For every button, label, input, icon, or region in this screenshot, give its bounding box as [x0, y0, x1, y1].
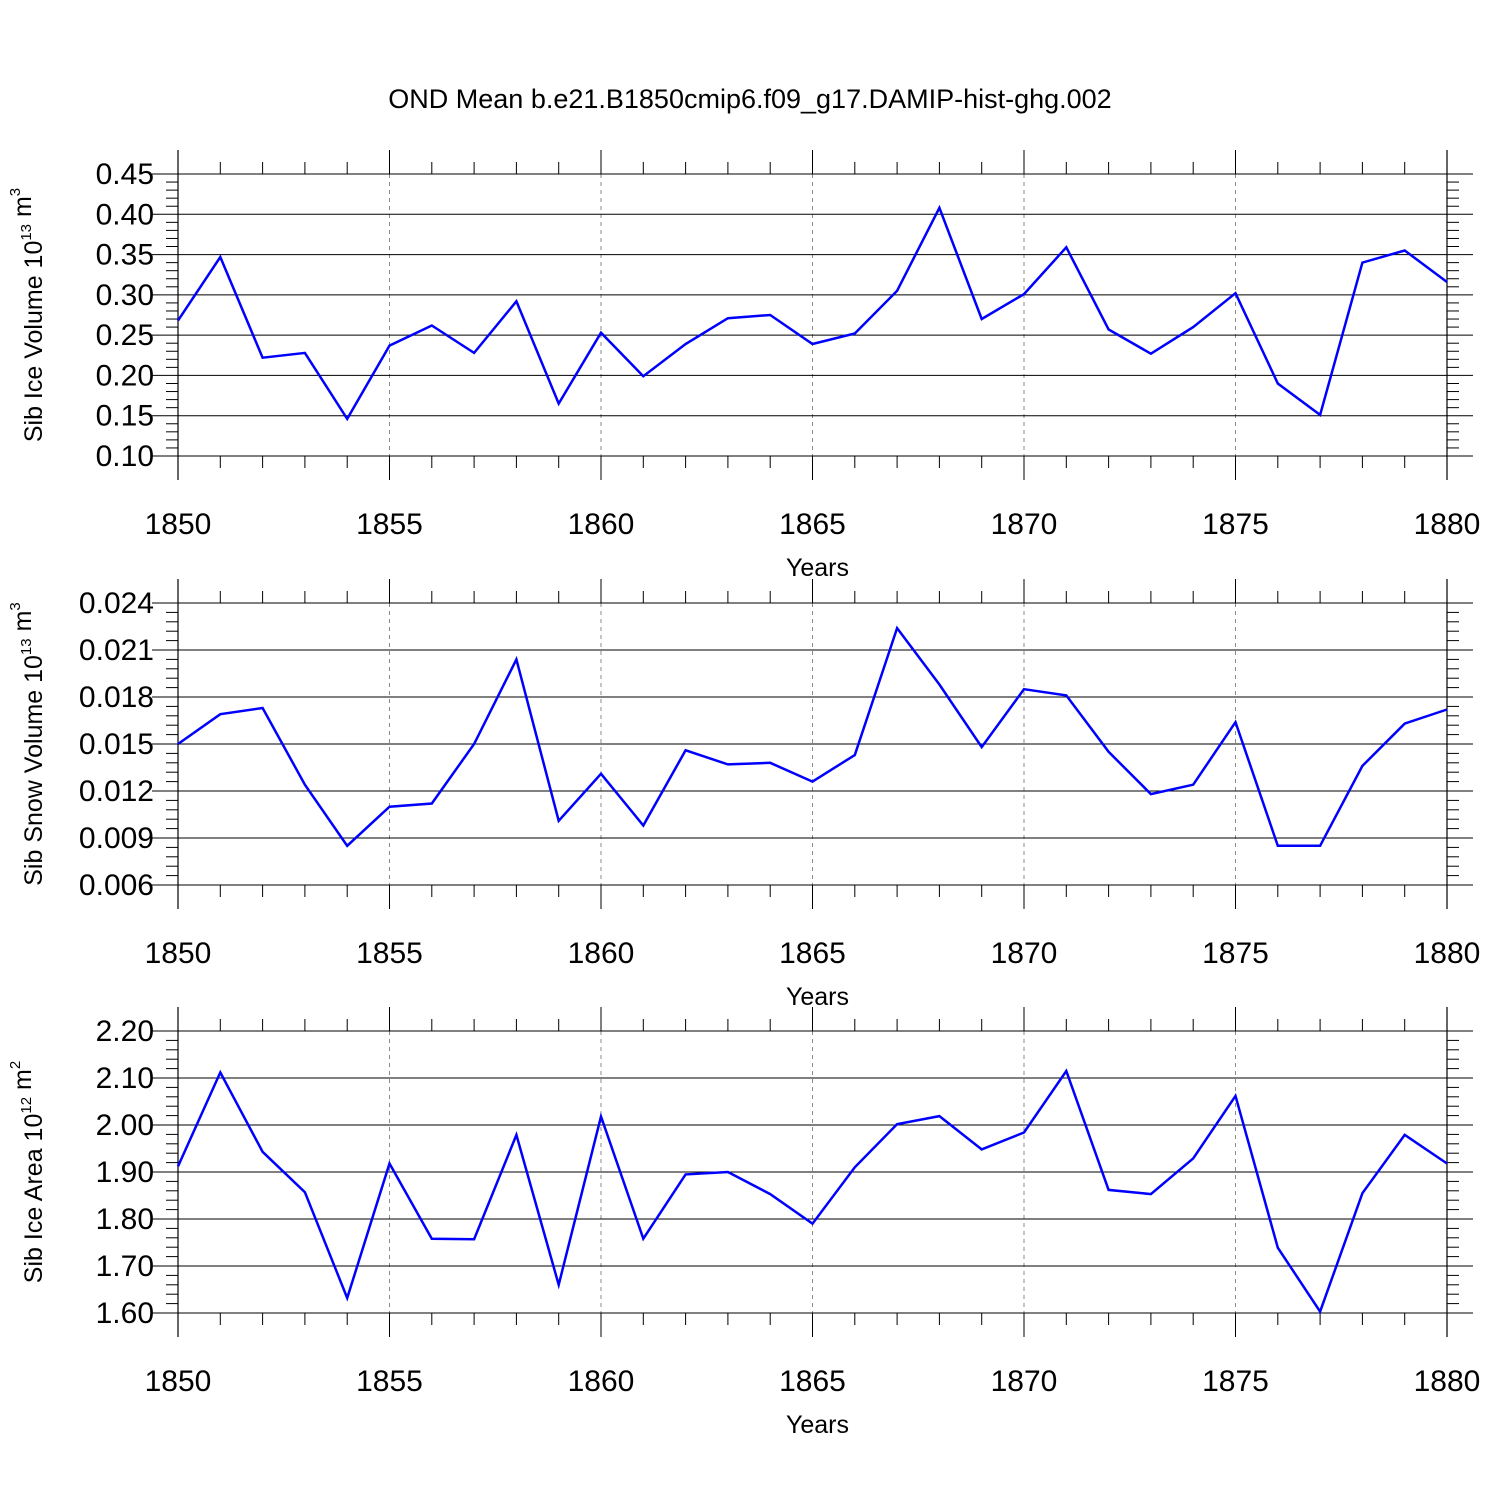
y-tick-label: 0.012	[79, 775, 154, 808]
y-tick-label: 0.024	[79, 587, 154, 620]
y-tick-label: 1.60	[96, 1297, 154, 1330]
x-tick-label: 1850	[145, 1365, 212, 1398]
y-tick-label: 0.15	[96, 400, 154, 433]
x-tick-label: 1880	[1414, 1365, 1481, 1398]
x-axis-label: Years	[786, 983, 849, 1011]
x-tick-label: 1880	[1414, 937, 1481, 970]
y-tick-label: 0.45	[96, 158, 154, 191]
y-tick-label: 2.00	[96, 1109, 154, 1142]
y-tick-label: 0.30	[96, 279, 154, 312]
y-tick-label: 0.40	[96, 198, 154, 231]
x-tick-label: 1870	[991, 1365, 1058, 1398]
y-tick-label: 1.70	[96, 1250, 154, 1283]
x-tick-label: 1850	[145, 937, 212, 970]
figure-title: OND Mean b.e21.B1850cmip6.f09_g17.DAMIP-…	[388, 84, 1112, 114]
x-axis-label: Years	[786, 554, 849, 582]
y-tick-label: 0.10	[96, 440, 154, 473]
x-tick-label: 1875	[1202, 1365, 1269, 1398]
x-tick-label: 1875	[1202, 508, 1269, 541]
panel-ice-volume: 0.10 0.15 0.20 0.25 0.30 0.35 0.40 0.45 1850 1855…	[7, 150, 1480, 582]
x-tick-label: 1865	[779, 937, 846, 970]
y-tick-label: 0.35	[96, 239, 154, 272]
y-tick-label: 0.015	[79, 728, 154, 761]
y-tick-label: 0.20	[96, 359, 154, 392]
panel-snow-volume: 0.006 0.009 0.012 0.015 0.018 0.021 0.024 1850 1…	[7, 579, 1480, 1011]
x-tick-label: 1855	[356, 1365, 423, 1398]
y-axis-label: Sib Snow Volume 1013 m3	[7, 602, 48, 886]
y-tick-label: 2.10	[96, 1062, 154, 1095]
y-tick-label: 0.018	[79, 681, 154, 714]
y-axis-label: Sib Ice Area 1012 m2	[7, 1061, 48, 1283]
y-tick-label: 0.009	[79, 822, 154, 855]
y-tick-label: 2.20	[96, 1015, 154, 1048]
x-tick-label: 1870	[991, 508, 1058, 541]
x-axis-label: Years	[786, 1411, 849, 1439]
y-axis-label: Sib Ice Volume 1013 m3	[7, 188, 48, 442]
x-tick-label: 1865	[779, 1365, 846, 1398]
x-tick-label: 1870	[991, 937, 1058, 970]
y-tick-label: 0.25	[96, 319, 154, 352]
x-tick-label: 1860	[568, 1365, 635, 1398]
x-tick-label: 1850	[145, 508, 212, 541]
y-tick-label: 0.021	[79, 634, 154, 667]
x-tick-label: 1855	[356, 937, 423, 970]
x-tick-label: 1860	[568, 937, 635, 970]
y-tick-label: 1.90	[96, 1156, 154, 1189]
x-tick-label: 1880	[1414, 508, 1481, 541]
x-tick-label: 1860	[568, 508, 635, 541]
x-tick-label: 1875	[1202, 937, 1269, 970]
y-tick-label: 0.006	[79, 869, 154, 902]
panel-ice-area: 1.60 1.70 1.80 1.90 2.00 2.10 2.20 1850 1855 1860…	[7, 1007, 1480, 1439]
y-tick-label: 1.80	[96, 1203, 154, 1236]
x-tick-label: 1865	[779, 508, 846, 541]
x-tick-label: 1855	[356, 508, 423, 541]
